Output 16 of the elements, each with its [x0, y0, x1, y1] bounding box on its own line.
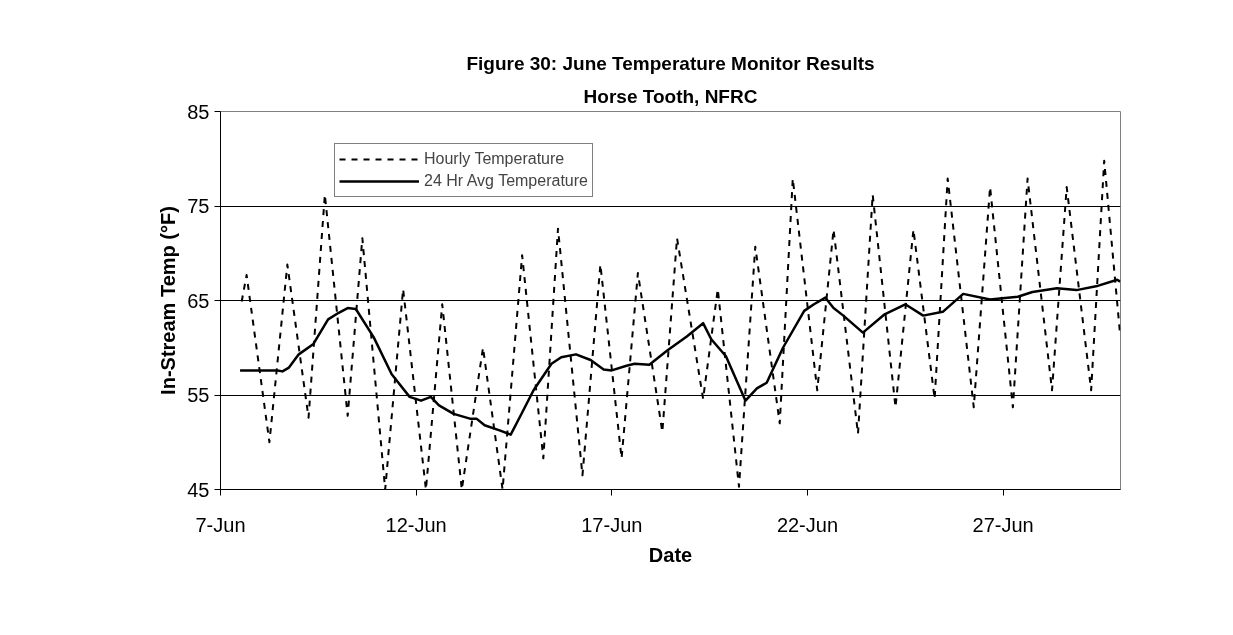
legend-label: Hourly Temperature [424, 149, 565, 169]
x-tick-label: 12-Jun [385, 513, 447, 536]
x-tick-label: 7-Jun [195, 513, 246, 536]
y-tick-label: 75 [187, 195, 210, 217]
y-tick-label: 65 [187, 289, 210, 312]
x-axis-title: Date [648, 543, 693, 566]
x-tick-label: 22-Jun [776, 513, 839, 536]
x-tick-label: 17-Jun [581, 513, 643, 536]
legend-label: 24 Hr Avg Temperature [424, 171, 588, 191]
chart-subtitle: Horse Tooth, NFRC [583, 85, 758, 107]
x-tick-label: 27-Jun [972, 513, 1034, 536]
y-tick-label: 55 [187, 384, 210, 406]
y-tick-label: 45 [187, 478, 210, 501]
y-tick-label: 85 [187, 100, 210, 123]
y-axis-title: In-Stream Temp (°F) [157, 206, 180, 395]
chart-title: Figure 30: June Temperature Monitor Results [466, 52, 875, 74]
